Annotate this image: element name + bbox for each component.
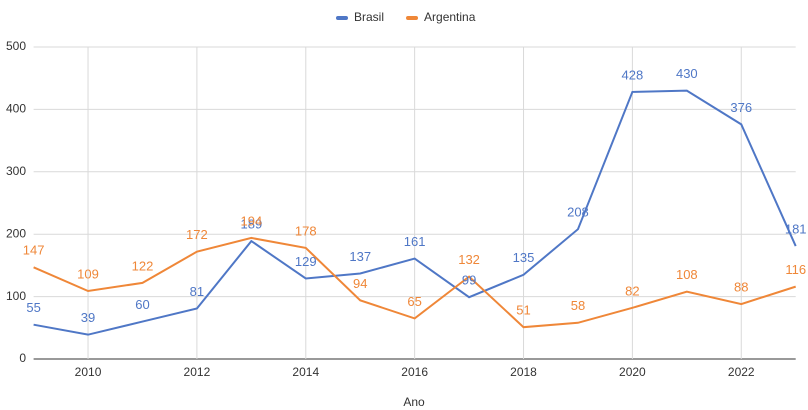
data-label: 60: [135, 297, 149, 312]
data-label: 82: [625, 283, 639, 298]
data-label: 58: [571, 298, 585, 313]
data-label: 189: [240, 217, 262, 232]
x-axis-label: Ano: [403, 395, 425, 409]
data-label: 428: [622, 67, 644, 82]
data-label: 88: [734, 280, 748, 295]
data-label: 81: [190, 284, 204, 299]
y-tick-label: 0: [19, 351, 26, 365]
y-tick-label: 200: [6, 226, 26, 240]
data-label: 65: [407, 294, 421, 309]
data-label: 116: [785, 262, 806, 277]
data-label: 172: [186, 227, 208, 242]
x-tick-label: 2020: [619, 365, 646, 379]
data-label: 129: [295, 254, 317, 269]
y-tick-label: 100: [6, 289, 26, 303]
data-label: 137: [349, 249, 371, 264]
y-tick-label: 500: [6, 39, 26, 53]
x-tick-label: 2012: [184, 365, 211, 379]
data-label: 39: [81, 310, 95, 325]
line: [33, 236, 797, 329]
data-label: 208: [567, 205, 589, 220]
legend-swatch: [336, 16, 348, 20]
y-tick-label: 300: [6, 164, 26, 178]
data-label: 99: [462, 273, 476, 288]
data-label: 376: [730, 100, 752, 115]
data-label: 135: [513, 250, 535, 265]
data-label: 109: [77, 266, 99, 281]
data-label: 181: [785, 221, 807, 236]
legend-label: Brasil: [354, 10, 384, 24]
data-label: 108: [676, 267, 698, 282]
line: [33, 89, 797, 336]
legend-label: Argentina: [424, 10, 476, 24]
data-label: 51: [516, 303, 530, 318]
data-label: 161: [404, 234, 426, 249]
data-label: 122: [132, 258, 154, 273]
data-label: 430: [676, 66, 698, 81]
x-tick-label: 2010: [75, 365, 102, 379]
data-label: 55: [26, 300, 40, 315]
data-label: 94: [353, 276, 367, 291]
x-tick-label: 2018: [510, 365, 537, 379]
data-label: 147: [23, 243, 45, 258]
data-label: 194: [240, 213, 262, 228]
data-label: 178: [295, 223, 317, 238]
x-tick-label: 2014: [292, 365, 319, 379]
legend-swatch: [406, 16, 419, 20]
data-label: 132: [458, 252, 480, 267]
y-tick-label: 400: [6, 102, 26, 116]
x-tick-label: 2016: [401, 365, 428, 379]
x-tick-label: 2022: [728, 365, 755, 379]
